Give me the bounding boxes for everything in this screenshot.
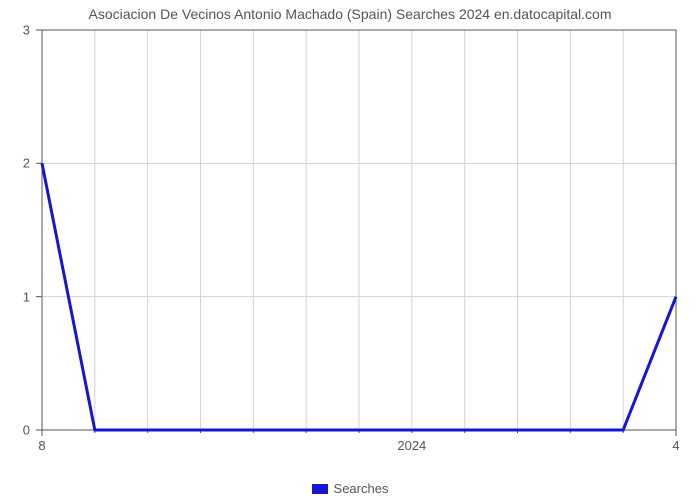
chart-svg	[0, 0, 700, 500]
legend: Searches	[0, 481, 700, 496]
y-tick-label: 2	[0, 156, 30, 171]
y-tick-label: 0	[0, 423, 30, 438]
x-tick-label: 8	[38, 438, 45, 453]
legend-swatch	[312, 484, 328, 494]
y-tick-label: 1	[0, 289, 30, 304]
y-tick-label: 3	[0, 23, 30, 38]
x-axis-label: 2024	[397, 438, 426, 453]
legend-label: Searches	[334, 481, 389, 496]
x-tick-label: 4	[672, 438, 679, 453]
chart-container: Asociacion De Vecinos Antonio Machado (S…	[0, 0, 700, 500]
